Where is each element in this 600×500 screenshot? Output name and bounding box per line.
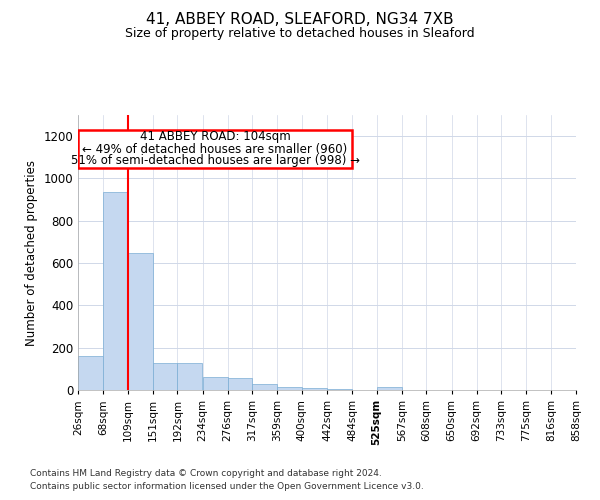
Text: 41, ABBEY ROAD, SLEAFORD, NG34 7XB: 41, ABBEY ROAD, SLEAFORD, NG34 7XB bbox=[146, 12, 454, 28]
Bar bbox=[203, 378, 227, 390]
Text: ← 49% of detached houses are smaller (960): ← 49% of detached houses are smaller (96… bbox=[82, 144, 347, 156]
Bar bbox=[277, 388, 302, 390]
Text: 41 ABBEY ROAD: 104sqm: 41 ABBEY ROAD: 104sqm bbox=[140, 130, 290, 143]
Bar bbox=[252, 384, 277, 390]
Bar bbox=[227, 378, 252, 390]
Bar bbox=[103, 192, 128, 390]
Bar bbox=[178, 363, 202, 390]
Bar bbox=[78, 130, 352, 168]
Text: Contains HM Land Registry data © Crown copyright and database right 2024.: Contains HM Land Registry data © Crown c… bbox=[30, 468, 382, 477]
Text: Size of property relative to detached houses in Sleaford: Size of property relative to detached ho… bbox=[125, 28, 475, 40]
Bar bbox=[377, 388, 402, 390]
Bar bbox=[153, 363, 178, 390]
Text: Contains public sector information licensed under the Open Government Licence v3: Contains public sector information licen… bbox=[30, 482, 424, 491]
Bar bbox=[302, 388, 327, 390]
Bar bbox=[327, 389, 352, 390]
Text: 51% of semi-detached houses are larger (998) →: 51% of semi-detached houses are larger (… bbox=[71, 154, 359, 167]
Y-axis label: Number of detached properties: Number of detached properties bbox=[25, 160, 38, 346]
Bar bbox=[128, 253, 153, 390]
Bar bbox=[78, 356, 103, 390]
